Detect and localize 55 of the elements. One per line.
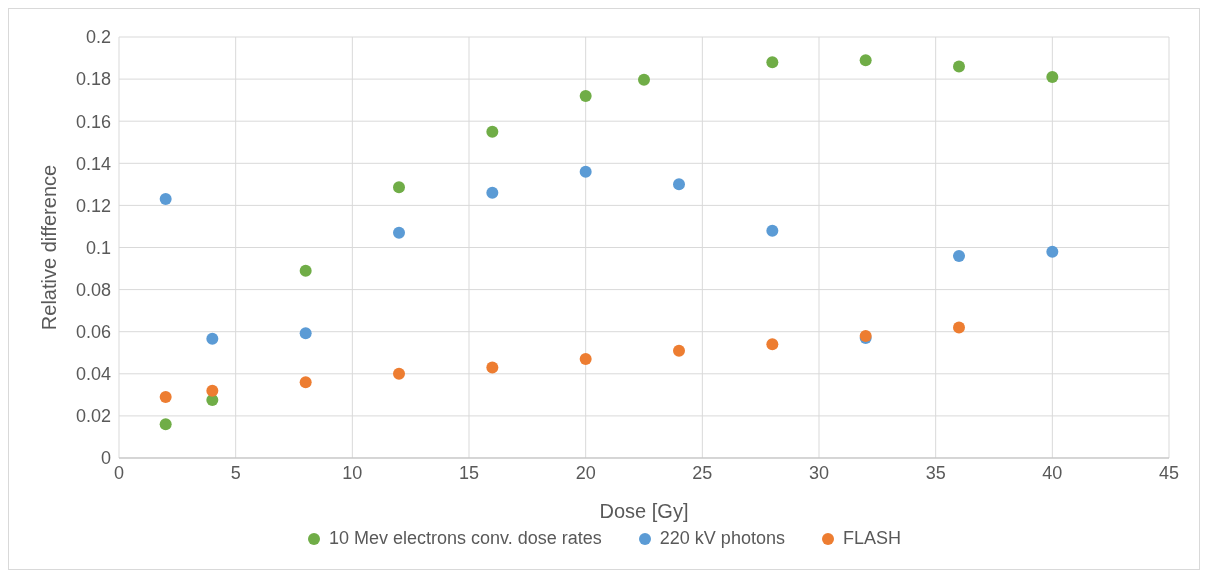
- point: [766, 56, 779, 69]
- x-tick-label: 15: [458, 462, 480, 483]
- y-tick-label: 0.12: [75, 195, 111, 216]
- y-tick-label: 0.14: [75, 153, 111, 174]
- point: [953, 321, 965, 334]
- point: [206, 384, 219, 397]
- point: [486, 125, 499, 138]
- point: [393, 226, 405, 239]
- y-tick-label: 0.02: [75, 406, 111, 427]
- point: [206, 332, 219, 345]
- point: [673, 344, 685, 357]
- x-tick-label: 20: [575, 462, 596, 483]
- legend-label: 220 kV photons: [658, 528, 785, 549]
- point: [953, 249, 965, 262]
- point: [859, 54, 872, 67]
- point: [159, 390, 172, 403]
- x-tick-label: 30: [808, 462, 830, 483]
- legend-label: FLASH: [841, 528, 901, 549]
- x-tick-label: 10: [342, 462, 363, 483]
- point: [159, 193, 172, 206]
- point: [579, 89, 592, 102]
- y-tick-label: 0.1: [85, 237, 111, 258]
- point: [159, 418, 172, 431]
- point: [486, 361, 499, 374]
- point: [393, 181, 405, 194]
- point: [579, 165, 592, 178]
- x-tick-label: 0: [113, 462, 125, 483]
- point: [766, 338, 779, 351]
- point: [1046, 245, 1059, 258]
- y-tick-label: 0.2: [85, 27, 111, 48]
- point: [579, 353, 592, 366]
- legend-label: 10 Mev electrons conv. dose rates: [328, 528, 602, 549]
- point: [953, 60, 965, 73]
- point: [1046, 71, 1059, 83]
- x-tick-label: 25: [692, 462, 713, 483]
- x-axis-title: Dose [Gy]: [599, 500, 689, 522]
- point: [486, 186, 499, 199]
- point: [393, 367, 405, 380]
- point: [673, 178, 685, 191]
- x-tick-label: 5: [230, 462, 241, 483]
- point: [299, 264, 312, 277]
- point: [638, 73, 650, 86]
- y-tick-label: 0.16: [75, 111, 111, 132]
- x-tick-label: 45: [1158, 462, 1180, 483]
- x-tick-label: 40: [1042, 462, 1063, 483]
- x-tick-label: 35: [925, 462, 946, 483]
- y-axis-title: Relative difference: [38, 164, 61, 331]
- point: [299, 327, 312, 340]
- point: [766, 224, 779, 237]
- point: [299, 376, 312, 389]
- y-tick-label: 0.18: [75, 69, 111, 90]
- y-tick-label: 0: [100, 448, 111, 469]
- y-tick-label: 0.06: [75, 322, 111, 343]
- y-tick-label: 0.08: [75, 279, 111, 300]
- y-tick-label: 0.04: [75, 364, 111, 385]
